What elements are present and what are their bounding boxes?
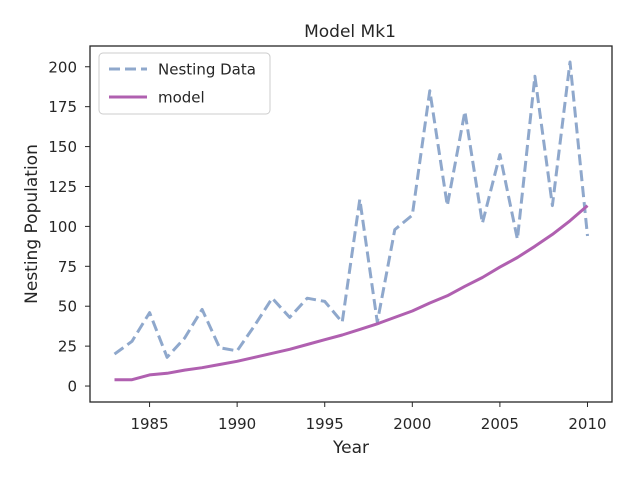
y-tick-label: 25 — [58, 338, 77, 356]
y-axis: 0 25 50 75 100 125 150 175 200 — [48, 58, 90, 396]
y-tick-label: 100 — [48, 218, 77, 236]
x-tick-label: 1985 — [130, 415, 168, 433]
x-tick-label: 1990 — [218, 415, 256, 433]
series-line-nesting-data — [113, 60, 589, 359]
y-tick-label: 50 — [58, 298, 77, 316]
series-line-model — [114, 204, 589, 382]
legend-label: model — [158, 89, 205, 107]
y-axis-label: Nesting Population — [22, 144, 42, 304]
plot-frame — [89, 45, 613, 403]
y-tick-label: 200 — [48, 58, 77, 76]
x-axis-label: Year — [332, 438, 369, 458]
y-tick-label: 175 — [48, 98, 77, 116]
legend-label: Nesting Data — [158, 61, 256, 79]
y-tick-label: 150 — [48, 138, 77, 156]
x-axis: 1985 1990 1995 2000 2005 2010 — [130, 402, 607, 433]
y-tick-label: 0 — [67, 378, 77, 396]
x-tick-label: 2005 — [481, 415, 519, 433]
y-tick-label: 125 — [48, 178, 77, 196]
legend: Nesting Data model — [98, 52, 271, 115]
x-tick-label: 2010 — [568, 415, 606, 433]
plot-area — [113, 60, 589, 382]
x-tick-label: 2000 — [393, 415, 431, 433]
x-tick-label: 1995 — [306, 415, 344, 433]
y-tick-label: 75 — [58, 258, 77, 276]
chart-title: Model Mk1 — [304, 22, 396, 42]
